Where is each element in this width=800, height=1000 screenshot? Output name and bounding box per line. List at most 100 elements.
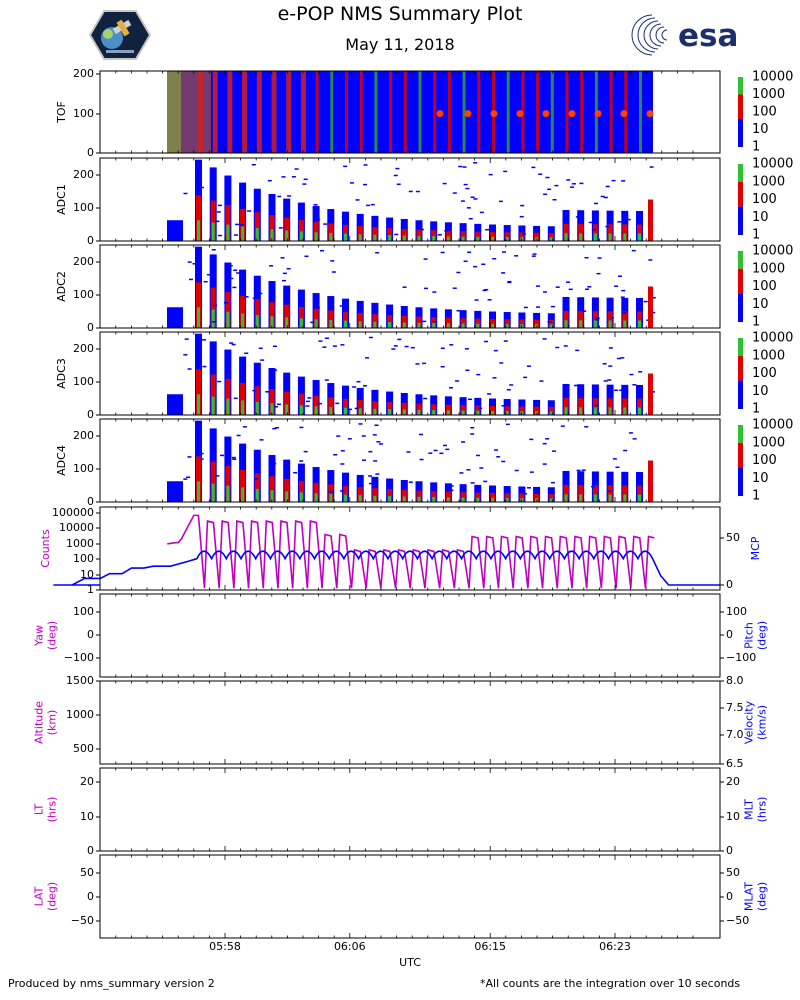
adc-sparse-count (465, 187, 470, 190)
panel-ylabel-left: LAT(deg) (32, 882, 58, 911)
adc-sparse-count (423, 287, 428, 290)
adc-pulse-red (343, 224, 348, 241)
tof-stripe (462, 71, 466, 153)
adc-pulse-red (519, 406, 525, 415)
adc-pulse-red (416, 316, 422, 328)
adc-sparse-count (368, 482, 373, 485)
adc-sparse-count (460, 200, 465, 202)
adc-pulse-red (578, 224, 584, 241)
adc-sparse-count (494, 449, 499, 451)
colorbar-mid (738, 355, 743, 381)
adc-sparse-count (555, 346, 560, 349)
adc-pulse-green (344, 320, 347, 328)
adc-pulse-green (491, 236, 494, 241)
adc-sparse-count (322, 346, 327, 348)
tof-stripe (227, 71, 233, 153)
adc-sparse-count (354, 407, 359, 410)
x-tick-label: 06:23 (599, 940, 631, 953)
adc-sparse-count (229, 277, 234, 280)
adc-sparse-count (449, 485, 454, 487)
adc-sparse-count (339, 305, 344, 307)
adc-pulse-red (254, 212, 260, 241)
adc-sparse-count (493, 349, 498, 352)
adc-sparse-count (503, 170, 508, 173)
adc-pulse-red (504, 493, 510, 502)
panel-frame (99, 244, 721, 329)
adc-sparse-count (632, 438, 637, 440)
adc-sparse-count (476, 373, 481, 376)
adc-pulse-red (592, 398, 598, 415)
adc-pulse-green (388, 496, 392, 502)
adc-pulse-green (402, 235, 406, 241)
tof-peak (490, 110, 498, 118)
y-tick-label-right: 100 (726, 605, 747, 618)
adc-sparse-count (440, 251, 445, 254)
adc-pulse-green (329, 320, 333, 328)
adc-pulse-green (285, 404, 289, 415)
adc-sparse-count (467, 251, 472, 254)
adc-pulse-red (607, 311, 613, 328)
adc-pulse-red (372, 401, 378, 415)
colorbar-tick-label: 10 (752, 384, 769, 399)
adc-sparse-count (209, 434, 214, 437)
adc-sparse-count (501, 405, 506, 407)
adc-pulse-red (196, 456, 201, 502)
adc-sparse-count (272, 462, 277, 465)
adc-pulse-red (519, 493, 525, 502)
adc-sparse-count (449, 386, 454, 389)
adc-pulse-green (211, 309, 215, 328)
adc-sparse-count (514, 255, 519, 257)
adc-sparse-count (566, 179, 571, 181)
adc-pulse-green (638, 494, 641, 502)
adc-sparse-count (366, 204, 371, 207)
adc-sparse-count (506, 389, 511, 391)
adc-pulse-red (548, 232, 554, 241)
adc-sparse-count (620, 296, 625, 298)
adc-sparse-count (242, 446, 247, 448)
adc-sparse-count (550, 481, 555, 484)
adc-sparse-count (272, 345, 277, 348)
adc-sparse-count (619, 389, 624, 391)
adc-sparse-count (498, 200, 503, 203)
adc-sparse-count (423, 397, 428, 400)
tof-stripe (345, 71, 348, 153)
adc-pulse-green (476, 497, 480, 502)
adc-pulse-red (313, 395, 319, 415)
adc-onset (167, 220, 183, 241)
adc-sparse-count (244, 352, 249, 355)
adc-pulse-red (460, 231, 466, 241)
adc-pulse-green (446, 323, 450, 328)
adc-sparse-count (602, 363, 607, 365)
adc-pulse-green (344, 233, 347, 241)
adc-sparse-count (282, 279, 287, 282)
adc-sparse-count (299, 298, 304, 301)
adc-sparse-count (620, 357, 625, 359)
adc-pulse-red (254, 299, 260, 328)
adc-sparse-count (379, 443, 384, 445)
panel-frame (99, 767, 721, 852)
adc-sparse-count (216, 211, 221, 213)
adc-pulse-red (416, 403, 422, 415)
adc-sparse-count (402, 286, 407, 288)
adc-sparse-count (187, 261, 192, 263)
plot-title: e-POP NMS Summary Plot (277, 3, 523, 25)
panel-frame (99, 680, 721, 765)
y-tick-label: 200 (73, 255, 94, 268)
adc-pulse-red (637, 224, 642, 241)
adc-sparse-count (449, 489, 454, 492)
adc-pulse-red (578, 398, 584, 415)
epop-mission-logo (88, 10, 152, 60)
adc-sparse-count (273, 369, 278, 371)
adc-pulse-red (343, 398, 348, 415)
adc-sparse-count (470, 196, 475, 199)
adc-sparse-count (555, 286, 560, 288)
adc-sparse-count (605, 185, 610, 188)
adc-sparse-count (336, 435, 341, 437)
adc-pulse-red (548, 319, 554, 328)
adc-pulse-green (564, 494, 568, 502)
adc-sparse-count (587, 286, 592, 288)
adc-sparse-count (318, 340, 323, 342)
adc-pulse-green (491, 497, 494, 502)
adc-pulse-red (343, 485, 348, 502)
adc-pulse-green (314, 319, 318, 328)
